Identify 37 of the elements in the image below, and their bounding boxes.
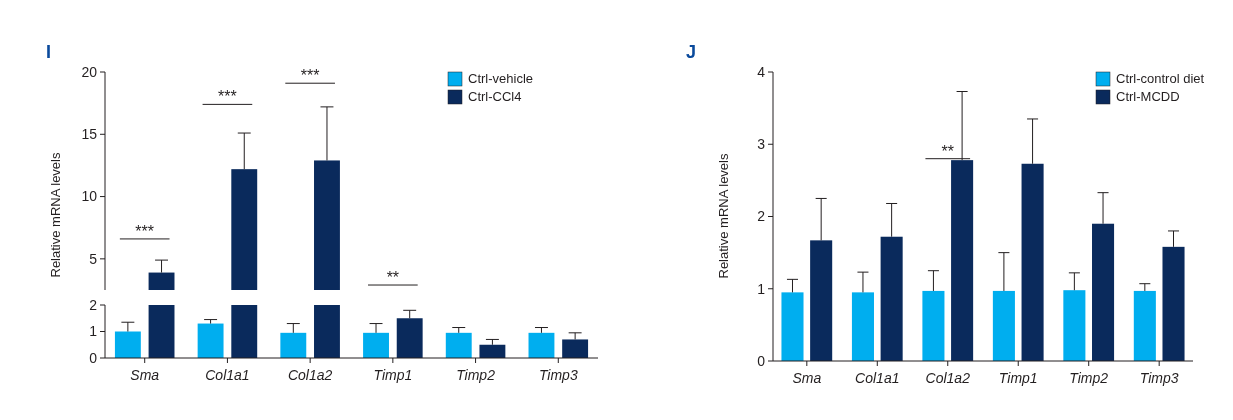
y-tick-label: 15 xyxy=(81,126,98,143)
chart-title: I xyxy=(46,42,52,62)
x-tick-label: Timp3 xyxy=(538,367,578,383)
x-tick-label: Col1a2 xyxy=(925,370,971,386)
y-tick-label: 5 xyxy=(89,250,98,267)
x-tick-label: Col1a2 xyxy=(287,367,333,383)
y-axis-title: Relative mRNA levels xyxy=(48,152,63,278)
legend-label: Ctrl-CCl4 xyxy=(468,89,522,104)
y-tick-label: 20 xyxy=(81,63,98,80)
x-tick-label: Col1a1 xyxy=(205,367,250,383)
chart-title: J xyxy=(686,42,697,62)
x-tick-label: Timp3 xyxy=(1139,370,1179,386)
y-tick-label: 4 xyxy=(757,63,766,80)
x-tick-label: Col1a1 xyxy=(855,370,900,386)
annotation: *** xyxy=(135,222,155,240)
text: ** xyxy=(386,269,400,287)
legend-label: Ctrl-MCDD xyxy=(1116,89,1180,104)
legend-label: Ctrl-control diet xyxy=(1116,71,1205,86)
y-tick-label: 2 xyxy=(89,296,98,313)
x-tick-label: Sma xyxy=(792,370,822,386)
annotation: *** xyxy=(218,88,237,106)
y-axis-title: Relative mRNA levels xyxy=(716,153,731,279)
y-tick-label: 0 xyxy=(89,349,98,366)
legend-label: Ctrl-vehicle xyxy=(468,71,534,86)
y-tick-label: 1 xyxy=(757,280,766,297)
y-tick-label: 10 xyxy=(81,188,98,205)
x-tick-label: Sma xyxy=(130,367,160,383)
y-tick-label: 3 xyxy=(757,136,766,153)
x-tick-label: Timp2 xyxy=(1069,370,1109,386)
y-tick-label: 0 xyxy=(757,352,766,369)
y-tick-label: 2 xyxy=(757,208,766,225)
annotation: *** xyxy=(300,67,320,85)
x-tick-label: Timp1 xyxy=(373,367,413,383)
annotation: ** xyxy=(941,142,954,160)
x-tick-label: Timp1 xyxy=(998,370,1038,386)
x-tick-label: Timp2 xyxy=(456,367,496,383)
y-tick-label: 1 xyxy=(89,323,98,340)
